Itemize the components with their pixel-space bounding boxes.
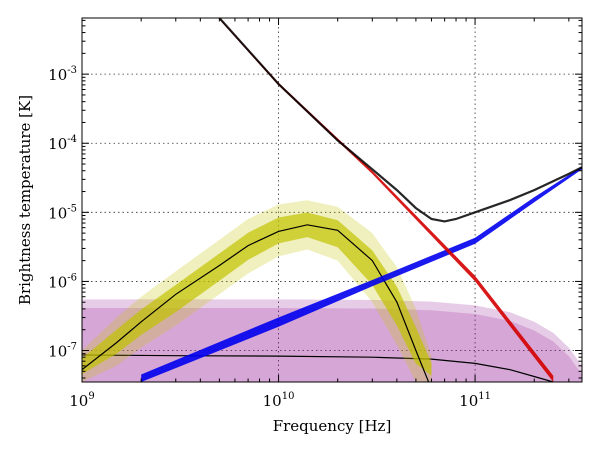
scatter-band-cmb bbox=[141, 166, 582, 382]
best-fit-line bbox=[82, 354, 554, 382]
y-tick-label: 10-6 bbox=[48, 272, 77, 291]
series-layer bbox=[82, 18, 582, 382]
y-tick-label: 10-4 bbox=[48, 134, 77, 153]
scatter-band-ame-inner bbox=[82, 212, 432, 376]
x-tick-label: 1010 bbox=[263, 391, 295, 410]
plot-frame bbox=[81, 17, 583, 383]
y-axis-label: Brightness temperature [K] bbox=[16, 95, 34, 305]
y-tick-label: 10-7 bbox=[48, 342, 77, 361]
y-tick-label: 10-3 bbox=[48, 65, 77, 84]
best-fit-line bbox=[82, 224, 430, 382]
total-model-line bbox=[218, 18, 582, 223]
plot-background bbox=[82, 18, 582, 382]
x-tick-label: 109 bbox=[69, 391, 94, 410]
tick-layer: 109 1010 1011 10-7 10-6 10-5 10-4 10-3 bbox=[48, 18, 582, 410]
scatter-band-dust-inner bbox=[82, 308, 582, 382]
y-tick-label: 10-5 bbox=[48, 203, 77, 222]
x-axis-label: Frequency [Hz] bbox=[273, 417, 392, 435]
x-tick-label: 1011 bbox=[459, 391, 491, 410]
